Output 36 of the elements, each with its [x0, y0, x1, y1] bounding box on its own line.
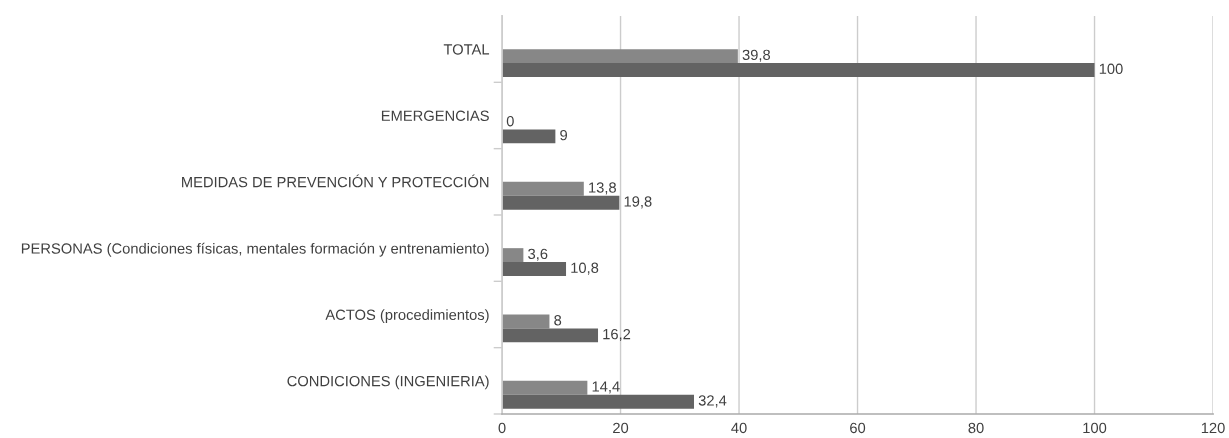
y-tick-label: PERSONAS (Condiciones físicas, mentales formación y entrenamiento) [21, 242, 489, 257]
y-tick-label: CONDICIONES (INGENIERIA) [287, 375, 489, 390]
bar [502, 394, 695, 409]
y-tick-label: ACTOS (procedimientos) [325, 309, 489, 323]
data-label: 16,2 [603, 328, 631, 342]
bar [502, 314, 550, 329]
data-label: 9 [560, 129, 568, 141]
x-tick-label: 40 [731, 422, 747, 434]
bar [502, 262, 567, 277]
x-tick-label: 80 [968, 422, 984, 434]
data-label: 39,8 [742, 49, 771, 62]
x-tick-label: 20 [613, 422, 629, 434]
bar [502, 49, 738, 64]
bar [502, 129, 556, 144]
bar [502, 380, 588, 395]
bar [502, 195, 620, 210]
y-tick-label: EMERGENCIAS [381, 110, 489, 121]
data-label: 19,8 [624, 196, 652, 209]
data-label: 10,8 [571, 262, 599, 275]
bar [502, 328, 599, 343]
x-tick-label: 120 [1201, 422, 1225, 434]
x-tick-label: 100 [1083, 422, 1107, 434]
data-label: 32,4 [698, 395, 727, 408]
data-label: 8 [554, 314, 562, 326]
x-tick-label: 60 [850, 422, 866, 434]
data-label: 0 [506, 115, 514, 127]
data-label: 100 [1099, 63, 1123, 74]
bar [502, 248, 524, 263]
data-label: 13,8 [589, 182, 616, 195]
y-tick-label: TOTAL [443, 44, 490, 55]
x-tick-label: 0 [498, 422, 506, 434]
data-label: 3,6 [528, 248, 548, 261]
data-label: 14,4 [592, 381, 620, 394]
bar [502, 63, 1095, 78]
y-tick-label: MEDIDAS DE PREVENCIÓN Y PROTECCIÓN [182, 174, 489, 188]
bar [502, 181, 584, 196]
